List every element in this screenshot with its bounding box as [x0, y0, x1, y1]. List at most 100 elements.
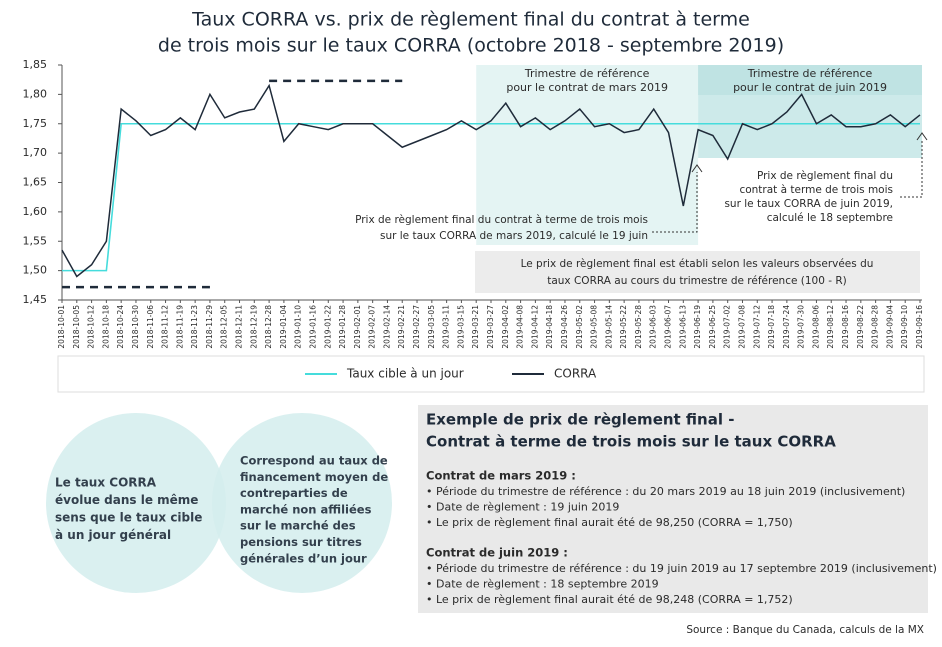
x-tick-label: 2018-12-11 — [235, 305, 244, 349]
x-tick-label: 2018-10-18 — [101, 305, 110, 349]
venn-text: marché non affiliées — [240, 502, 372, 516]
venn-circle — [46, 413, 226, 593]
x-tick-label: 2019-03-27 — [486, 305, 495, 349]
x-tick-label: 2018-11-12 — [161, 305, 170, 349]
venn-text: contreparties de — [240, 486, 348, 500]
legend-label: Taux cible à un jour — [346, 367, 464, 381]
x-tick-label: 2019-07-02 — [723, 305, 732, 349]
y-tick-label: 1,85 — [23, 58, 48, 71]
x-tick-label: 2018-12-05 — [220, 305, 229, 349]
legend-label: CORRA — [554, 367, 597, 381]
x-tick-label: 2019-06-19 — [693, 305, 702, 349]
x-tick-label: 2019-02-01 — [353, 305, 362, 349]
venn-circle — [212, 413, 392, 593]
venn-text: pensions sur titres — [240, 535, 362, 549]
note-box — [475, 251, 920, 293]
legend-box — [57, 355, 925, 393]
x-tick-label: 2019-08-28 — [871, 305, 880, 349]
venn-text: financement moyen de — [240, 470, 388, 484]
x-tick-label: 2019-08-22 — [856, 305, 865, 349]
section-item: • Période du trimestre de référence : du… — [426, 485, 905, 498]
chart-title: de trois mois sur le taux CORRA (octobre… — [158, 35, 784, 57]
annotation-text: Prix de règlement final du — [757, 170, 893, 182]
x-tick-label: 2019-02-21 — [397, 305, 406, 349]
series-line — [62, 122, 920, 272]
x-tick-label: 2018-10-24 — [116, 305, 125, 349]
section-item: • Date de règlement : 19 juin 2019 — [426, 501, 619, 514]
x-tick-label: 2019-05-02 — [575, 305, 584, 349]
annotation-text: sur le taux CORRA de mars 2019, calculé … — [380, 230, 648, 242]
venn-text: générales d’un jour — [240, 551, 367, 565]
x-tick-label: 2019-02-14 — [382, 305, 391, 349]
section-item: • Le prix de règlement final aurait été … — [426, 593, 793, 606]
venn-text: évolue dans le même — [55, 493, 198, 507]
y-tick-label: 1,65 — [23, 176, 48, 189]
series-line — [61, 83, 921, 278]
section-item: • Date de règlement : 18 septembre 2019 — [426, 578, 659, 591]
arrow-head — [691, 164, 703, 173]
y-tick-label: 1,70 — [23, 146, 48, 159]
x-tick-label: 2019-04-08 — [516, 305, 525, 349]
x-tick-label: 2019-04-26 — [560, 305, 569, 349]
x-tick-label: 2019-01-16 — [308, 305, 317, 349]
x-tick-label: 2019-03-05 — [427, 305, 436, 349]
example-title: Exemple de prix de règlement final - — [426, 411, 734, 429]
venn-text: sens que le taux cible — [55, 511, 202, 525]
region-label: Trimestre de référence — [747, 67, 873, 80]
x-tick-label: 2018-10-05 — [72, 305, 81, 349]
y-tick-label: 1,45 — [23, 293, 48, 306]
venn-text: Correspond au taux de — [240, 454, 388, 468]
x-tick-label: 2018-11-23 — [190, 305, 199, 349]
x-tick-label: 2019-01-10 — [294, 305, 303, 349]
x-tick-label: 2019-08-06 — [811, 305, 820, 349]
x-tick-label: 2019-01-04 — [279, 305, 288, 349]
x-tick-label: 2019-03-15 — [456, 305, 465, 349]
x-tick-label: 2018-11-19 — [175, 305, 184, 349]
y-tick-label: 1,75 — [23, 117, 48, 130]
y-tick-label: 1,60 — [23, 205, 48, 218]
x-tick-label: 2018-12-19 — [249, 305, 258, 349]
x-tick-label: 2019-01-22 — [323, 305, 332, 349]
x-tick-label: 2019-02-27 — [412, 305, 421, 349]
x-tick-label: 2018-11-06 — [146, 305, 155, 349]
section-item: • Période du trimestre de référence : du… — [426, 562, 937, 575]
venn-text: sur le marché des — [240, 519, 356, 533]
annotation-leader — [652, 172, 698, 233]
section-item: • Le prix de règlement final aurait été … — [426, 516, 793, 529]
x-tick-label: 2019-04-12 — [530, 305, 539, 349]
x-tick-label: 2019-05-14 — [604, 305, 613, 349]
section-heading: Contrat de juin 2019 : — [426, 546, 568, 560]
x-tick-label: 2019-05-28 — [634, 305, 643, 349]
x-tick-label: 2019-03-11 — [442, 305, 451, 349]
annotation-text: calculé le 18 septembre — [767, 212, 893, 224]
x-tick-label: 2019-07-24 — [782, 305, 791, 349]
example-box — [418, 405, 928, 613]
y-tick-label: 1,80 — [23, 87, 48, 100]
chart-title: Taux CORRA vs. prix de règlement final d… — [191, 9, 750, 31]
x-tick-label: 2019-05-22 — [619, 305, 628, 349]
x-tick-label: 2018-11-29 — [205, 305, 214, 349]
x-tick-label: 2019-07-12 — [752, 305, 761, 349]
x-tick-label: 2019-07-30 — [797, 305, 806, 349]
annotation-text: contrat à terme de trois mois — [739, 184, 893, 196]
x-tick-label: 2019-08-16 — [841, 305, 850, 349]
x-tick-label: 2019-07-08 — [737, 305, 746, 349]
x-tick-label: 2018-10-12 — [87, 305, 96, 349]
reference-region — [476, 65, 699, 245]
x-tick-label: 2019-04-18 — [545, 305, 554, 349]
x-tick-label: 2019-01-28 — [338, 305, 347, 349]
x-tick-label: 2019-09-16 — [915, 305, 924, 349]
source: Source : Banque du Canada, calculs de la… — [686, 624, 924, 636]
x-tick-label: 2019-05-08 — [590, 305, 599, 349]
x-tick-label: 2019-06-07 — [664, 305, 673, 349]
x-tick-label: 2019-06-25 — [708, 305, 717, 349]
arrow-head — [916, 132, 928, 141]
annotation-text: Prix de règlement final du contrat à ter… — [355, 214, 648, 226]
note-text: Le prix de règlement final est établi se… — [521, 258, 874, 270]
y-tick-label: 1,50 — [23, 264, 48, 277]
x-tick-label: 2019-06-13 — [678, 305, 687, 349]
region-label: Trimestre de référence — [524, 67, 650, 80]
x-tick-label: 2019-08-12 — [826, 305, 835, 349]
x-tick-label: 2019-04-02 — [501, 305, 510, 349]
